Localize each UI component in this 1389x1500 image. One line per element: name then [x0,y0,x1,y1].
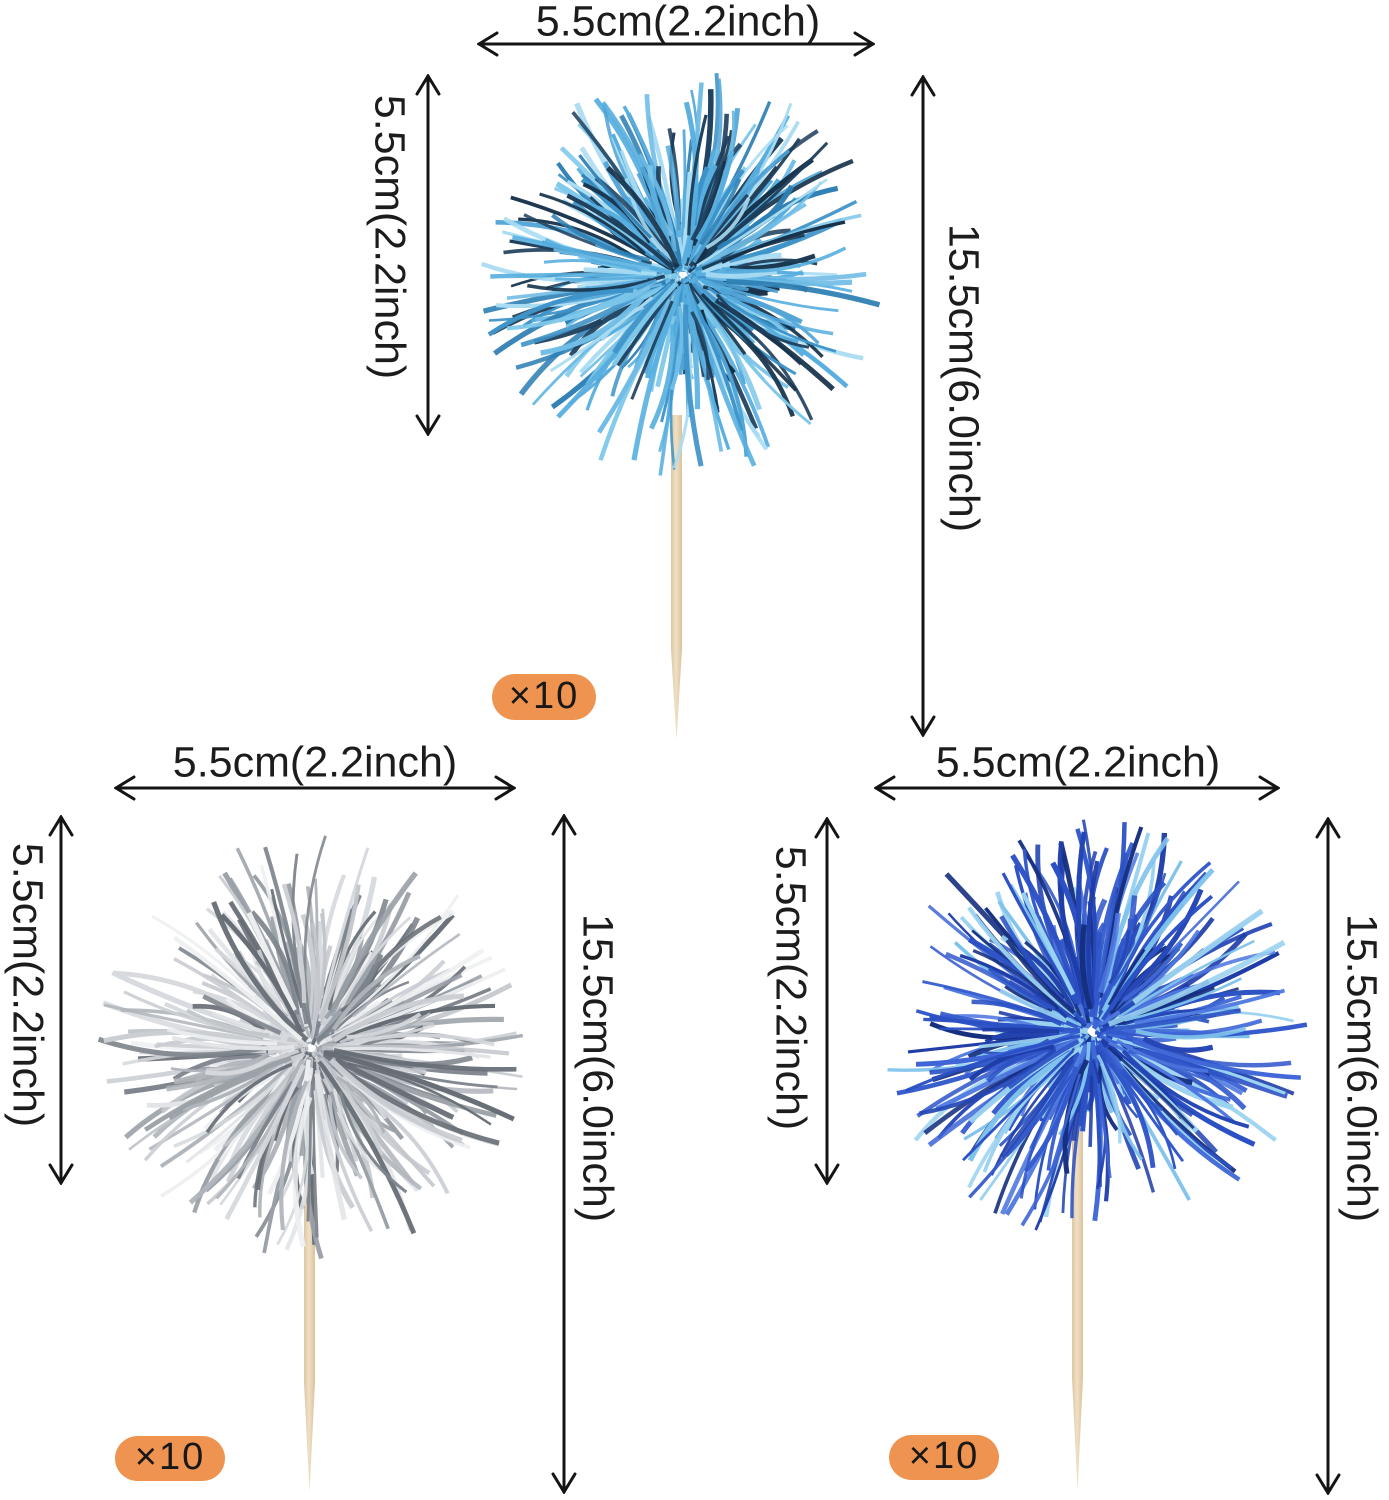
length-dimension-arrow [910,75,936,737]
wooden-pick-stick [304,1100,315,1492]
tinsel-pom-sky-blue [480,72,881,476]
width-dimension-arrow [114,775,516,801]
quantity-badge: ×10 [115,1436,225,1481]
height-dimension-label: 5.5cm(2.2inch) [766,845,815,1131]
width-dimension-label: 5.5cm(2.2inch) [935,738,1221,787]
quantity-badge-label: ×10 [134,1436,206,1478]
length-dimension-label: 15.5cm(6.0inch) [1337,913,1386,1223]
width-dimension-label: 5.5cm(2.2inch) [172,738,458,787]
height-dimension-label: 5.5cm(2.2inch) [3,842,52,1128]
tinsel-pom-silver [97,835,524,1260]
quantity-badge: ×10 [492,674,596,720]
width-dimension-arrow [477,31,875,57]
quantity-badge: ×10 [889,1435,999,1480]
wooden-pick-stick [671,415,682,740]
length-dimension-label: 15.5cm(6.0inch) [939,223,988,533]
length-dimension-arrow [551,814,577,1494]
width-dimension-label: 5.5cm(2.2inch) [535,0,821,46]
height-dimension-arrow [48,815,74,1185]
height-dimension-label: 5.5cm(2.2inch) [365,94,414,380]
width-dimension-arrow [874,775,1280,801]
height-dimension-arrow [415,74,441,436]
length-dimension-arrow [1315,817,1341,1495]
quantity-badge-label: ×10 [908,1435,980,1477]
wooden-pick-stick [1072,1090,1083,1490]
length-dimension-label: 15.5cm(6.0inch) [573,913,622,1223]
tinsel-pom-royal-blue [887,819,1308,1231]
quantity-badge-label: ×10 [508,674,580,717]
height-dimension-arrow [814,817,840,1185]
